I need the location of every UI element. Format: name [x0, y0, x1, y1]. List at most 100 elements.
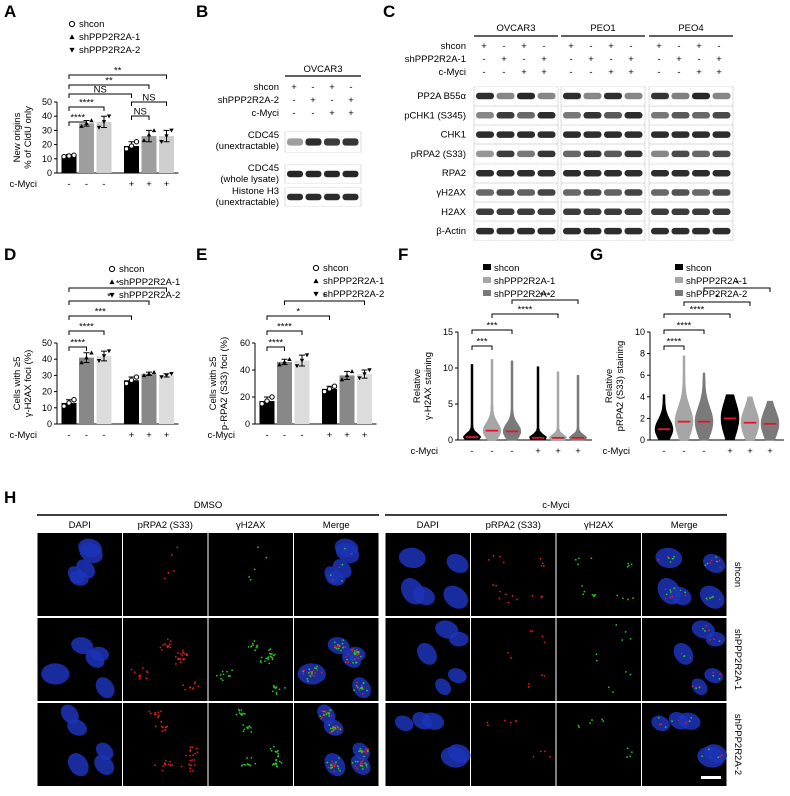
treatment-mark: + [588, 54, 594, 65]
blot-band [563, 112, 581, 119]
focus-dot [710, 559, 713, 562]
focus-dot [146, 671, 149, 674]
focus-dot [510, 657, 512, 659]
legend-swatch [483, 264, 491, 270]
blot-band [537, 189, 556, 196]
focus-dot [355, 648, 358, 651]
focus-dot [337, 767, 340, 770]
data-point [326, 386, 333, 392]
focus-dot [251, 642, 254, 645]
condition-mark: - [85, 179, 88, 190]
blot-band [563, 189, 581, 196]
y-tick-label: 20 [42, 387, 52, 397]
blot-band [496, 169, 515, 177]
nucleus [335, 542, 360, 564]
significance-bracket [68, 330, 105, 335]
data-point [61, 403, 67, 409]
focus-dot [253, 640, 256, 642]
focus-dot [174, 655, 177, 658]
focus-dot [690, 716, 693, 719]
focus-dot [627, 562, 629, 565]
y-tick-label: 20 [240, 392, 250, 402]
data-point [269, 394, 275, 400]
y-axis-title-text: New origins% of CldU only [12, 106, 34, 169]
nucleus [435, 620, 459, 639]
nucleus [394, 715, 414, 732]
blot-band [563, 131, 581, 138]
legend-marker [69, 34, 75, 40]
treatment-mark: + [329, 108, 335, 119]
panel-letter-d: D [4, 245, 16, 264]
focus-dot [170, 554, 173, 556]
focus-dot [250, 731, 253, 733]
focus-dot [507, 651, 509, 654]
focus-dot [516, 598, 518, 601]
significance-label: *** [476, 337, 487, 348]
focus-dot [627, 598, 629, 601]
focus-dot [215, 674, 218, 677]
row-label: shcon [732, 562, 743, 587]
focus-dot [270, 749, 273, 752]
focus-dot [664, 726, 667, 728]
focus-dot [160, 721, 163, 723]
focus-dot [141, 667, 144, 669]
channel-label: Merge [671, 520, 698, 531]
y-tick-label: 8 [640, 349, 645, 359]
focus-dot [365, 748, 367, 751]
significance-label: *** [486, 321, 497, 332]
focus-dot [333, 641, 336, 644]
blot-band [583, 208, 602, 216]
condition-mark: - [283, 430, 286, 441]
focus-dot [712, 671, 715, 674]
channel-label: γH2AX [584, 520, 614, 531]
focus-dot [335, 724, 337, 727]
focus-dot [624, 630, 627, 633]
focus-dot [702, 627, 704, 630]
data-point [96, 359, 102, 364]
focus-dot [249, 726, 252, 729]
legend-swatch [483, 277, 491, 283]
focus-dot [357, 652, 360, 654]
blot-band [651, 112, 669, 119]
focus-dot [161, 730, 164, 733]
focus-dot [250, 645, 253, 648]
blot-band [305, 193, 322, 201]
focus-dot [504, 593, 507, 596]
y-axis-title: Relativeγ-H2AX staining [412, 352, 434, 420]
focus-dot [171, 764, 174, 767]
focus-dot [667, 557, 670, 559]
focus-dot [701, 755, 704, 758]
focus-dot [344, 661, 347, 664]
condition-mark: + [327, 430, 333, 441]
focus-dot [698, 686, 701, 689]
condition-label: c-Myci [10, 430, 37, 441]
focus-dot [324, 710, 327, 713]
focus-dot [328, 724, 331, 726]
focus-dot [221, 679, 224, 682]
blot-band [692, 92, 710, 100]
focus-dot [178, 658, 181, 660]
focus-dot [271, 690, 274, 693]
data-point [169, 128, 174, 133]
focus-dot [275, 758, 278, 761]
focus-dot [256, 645, 259, 648]
focus-dot [182, 684, 185, 686]
focus-dot [272, 762, 275, 765]
blot-band [517, 208, 535, 216]
data-point [66, 153, 72, 159]
significance-label: * [296, 307, 300, 318]
condition-mark: - [85, 430, 88, 441]
bar [159, 375, 174, 424]
data-point [141, 373, 147, 378]
y-tick-label: 0 [448, 435, 453, 445]
blot-band [671, 227, 690, 235]
bar [357, 374, 372, 424]
treatment-mark: + [541, 54, 547, 65]
blot-band [563, 208, 581, 216]
focus-dot [684, 594, 687, 597]
condition-mark: + [344, 430, 350, 441]
blot-band [583, 227, 602, 235]
data-point [66, 400, 72, 406]
focus-dot [361, 765, 364, 768]
blot-band [517, 227, 535, 235]
